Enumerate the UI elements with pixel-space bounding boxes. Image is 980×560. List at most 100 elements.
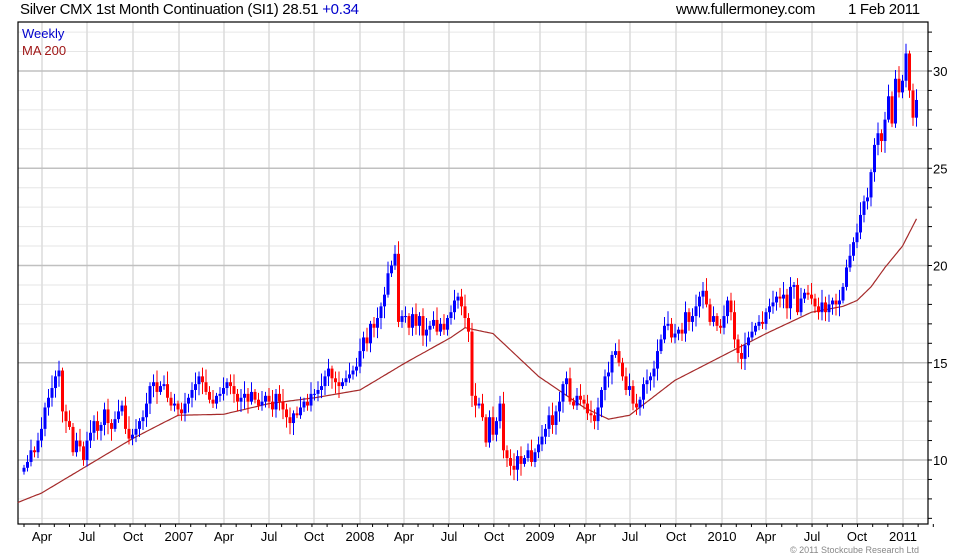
candle-up bbox=[320, 386, 323, 390]
candle-down bbox=[365, 337, 369, 344]
candle-down bbox=[729, 300, 733, 313]
candle-down bbox=[82, 446, 85, 460]
candle-up bbox=[292, 413, 295, 424]
chart-date: 1 Feb 2011 bbox=[848, 1, 920, 18]
candle-up bbox=[600, 389, 603, 408]
candle-up bbox=[743, 345, 747, 359]
candle-up bbox=[775, 296, 778, 303]
candle-down bbox=[551, 415, 554, 425]
candle-down bbox=[705, 290, 708, 305]
x-tick-label: Jul bbox=[804, 529, 821, 544]
candle-up bbox=[827, 304, 831, 313]
candle-down bbox=[890, 96, 894, 124]
candle-up bbox=[134, 428, 138, 435]
candle-up bbox=[516, 456, 519, 470]
candle-up bbox=[869, 172, 873, 198]
candle-up bbox=[264, 395, 267, 402]
x-tick-label: 2011 bbox=[889, 529, 917, 544]
candle-up bbox=[691, 316, 694, 322]
x-tick-label: Jul bbox=[261, 529, 278, 544]
candle-down bbox=[617, 351, 621, 363]
candle-up bbox=[383, 294, 386, 307]
candle-down bbox=[64, 411, 68, 422]
candle-up bbox=[750, 331, 754, 338]
candle-up bbox=[904, 53, 908, 81]
candle-up bbox=[379, 306, 383, 319]
candle-down bbox=[257, 399, 260, 406]
candle-down bbox=[519, 456, 523, 464]
candle-down bbox=[586, 403, 589, 414]
candle-down bbox=[761, 321, 764, 324]
candle-down bbox=[78, 440, 82, 447]
candle-up bbox=[351, 370, 355, 375]
copyright: © 2011 Stockcube Research Ltd bbox=[790, 545, 920, 555]
candle-up bbox=[327, 368, 330, 377]
candle-down bbox=[908, 53, 911, 91]
candle-down bbox=[680, 329, 684, 334]
candle-down bbox=[897, 78, 901, 93]
candle-down bbox=[33, 450, 36, 453]
candle-up bbox=[456, 296, 460, 301]
candle-up bbox=[698, 296, 701, 307]
candle-down bbox=[631, 386, 635, 404]
candle-down bbox=[208, 391, 211, 400]
candle-down bbox=[572, 401, 575, 406]
x-tick-label: Jul bbox=[79, 529, 96, 544]
candle-up bbox=[141, 417, 145, 422]
candle-down bbox=[670, 323, 673, 338]
x-tick-label: Oct bbox=[304, 529, 325, 544]
x-tick-label: Oct bbox=[123, 529, 144, 544]
candle-down bbox=[880, 133, 883, 142]
candle-down bbox=[421, 316, 425, 336]
candle-down bbox=[61, 370, 64, 412]
candle-up bbox=[820, 302, 824, 313]
candle-down bbox=[719, 325, 722, 328]
candle-up bbox=[162, 384, 166, 387]
candle-down bbox=[687, 312, 691, 322]
candle-up bbox=[789, 286, 792, 309]
candle-up bbox=[376, 318, 379, 328]
candle-down bbox=[530, 450, 533, 462]
candle-down bbox=[736, 339, 740, 354]
candle-up bbox=[425, 329, 428, 336]
candle-down bbox=[201, 376, 204, 383]
candle-down bbox=[582, 399, 586, 404]
candle-up bbox=[187, 397, 190, 404]
candle-up bbox=[792, 284, 796, 287]
candle-down bbox=[96, 421, 99, 431]
candle-up bbox=[488, 417, 491, 443]
candle-up bbox=[432, 319, 435, 326]
candle-down bbox=[474, 395, 477, 406]
candle-down bbox=[232, 386, 236, 394]
candle-up bbox=[656, 351, 659, 369]
candle-up bbox=[673, 333, 677, 338]
candle-up bbox=[628, 386, 631, 390]
candle-up bbox=[610, 354, 614, 373]
x-tick-label: 2008 bbox=[346, 529, 375, 544]
candle-up bbox=[355, 366, 358, 371]
candle-down bbox=[176, 403, 180, 410]
candle-up bbox=[873, 144, 876, 173]
candle-up bbox=[526, 450, 530, 459]
candle-up bbox=[782, 294, 785, 299]
candle-up bbox=[841, 286, 845, 301]
candle-up bbox=[799, 298, 803, 313]
candle-down bbox=[491, 417, 495, 435]
candle-up bbox=[348, 374, 351, 379]
candle-up bbox=[901, 80, 904, 93]
candle-up bbox=[36, 440, 40, 453]
candle-up bbox=[418, 316, 421, 326]
candle-down bbox=[236, 393, 239, 402]
candle-down bbox=[278, 393, 281, 402]
candle-up bbox=[855, 232, 859, 243]
candle-up bbox=[239, 397, 243, 402]
x-tick-label: Apr bbox=[576, 529, 597, 544]
x-tick-label: Oct bbox=[847, 529, 868, 544]
legend-ma200: MA 200 bbox=[22, 43, 67, 58]
candle-up bbox=[145, 403, 148, 418]
site-link[interactable]: www.fullermoney.com bbox=[676, 1, 816, 18]
candle-up bbox=[29, 450, 33, 462]
candle-up bbox=[649, 376, 652, 381]
y-tick-label: 10 bbox=[933, 453, 947, 468]
candle-down bbox=[372, 323, 376, 328]
